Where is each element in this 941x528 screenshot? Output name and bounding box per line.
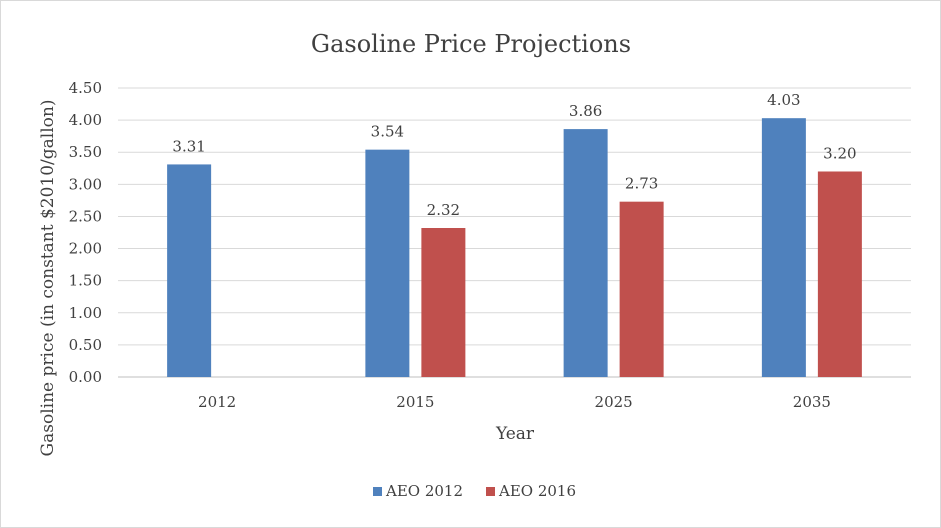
y-axis-ticks: 0.00 0.50 1.00 1.50 2.00 2.50 3.00 3.50 4.00 4.50	[69, 79, 102, 386]
data-label: 3.54	[371, 123, 404, 141]
legend-swatch	[373, 487, 382, 496]
bar-aeo-2012-2025	[563, 129, 608, 377]
y-tick-label: 3.50	[69, 143, 102, 161]
bar-aeo-2016-2015	[421, 228, 466, 377]
y-tick-label: 0.50	[69, 336, 102, 354]
legend: AEO 2012 AEO 2016	[373, 482, 576, 500]
bar-aeo-2016-2025	[619, 201, 664, 377]
y-tick-label: 2.50	[69, 207, 102, 225]
x-axis-label: Year	[495, 424, 535, 444]
data-label: 3.20	[823, 144, 856, 162]
data-label: 4.03	[767, 91, 800, 109]
legend-label: AEO 2016	[498, 482, 576, 500]
y-tick-label: 0.00	[69, 368, 102, 386]
legend-item-aeo-2012: AEO 2012	[373, 482, 463, 500]
x-tick-label: 2015	[396, 393, 434, 411]
y-tick-label: 2.00	[69, 240, 102, 258]
legend-swatch	[486, 487, 495, 496]
data-label: 3.86	[569, 102, 602, 120]
y-tick-label: 3.00	[69, 175, 102, 193]
data-label: 2.32	[427, 201, 460, 219]
y-axis-label: Gasoline price (in constant $2010/gallon…	[38, 100, 58, 457]
y-tick-label: 1.00	[69, 304, 102, 322]
y-tick-label: 1.50	[69, 272, 102, 290]
legend-item-aeo-2016: AEO 2016	[486, 482, 576, 500]
legend-label: AEO 2012	[385, 482, 463, 500]
x-tick-label: 2025	[595, 393, 633, 411]
data-label: 3.31	[172, 137, 205, 155]
bars	[167, 118, 862, 377]
data-labels: 3.31 3.54 2.32 3.86 2.73 4.03 3.20	[172, 91, 856, 219]
bar-aeo-2012-2015	[365, 149, 410, 377]
chart-title: Gasoline Price Projections	[311, 30, 631, 58]
y-tick-label: 4.50	[69, 79, 102, 97]
x-tick-label: 2035	[793, 393, 831, 411]
bar-aeo-2012-2035	[761, 118, 806, 377]
x-axis-ticks: 2012 2015 2025 2035	[198, 393, 831, 411]
gridlines	[118, 87, 911, 378]
data-label: 2.73	[625, 175, 658, 193]
x-tick-label: 2012	[198, 393, 236, 411]
y-tick-label: 4.00	[69, 111, 102, 129]
bar-aeo-2012-2012	[167, 164, 212, 377]
bar-aeo-2016-2035	[817, 171, 862, 377]
